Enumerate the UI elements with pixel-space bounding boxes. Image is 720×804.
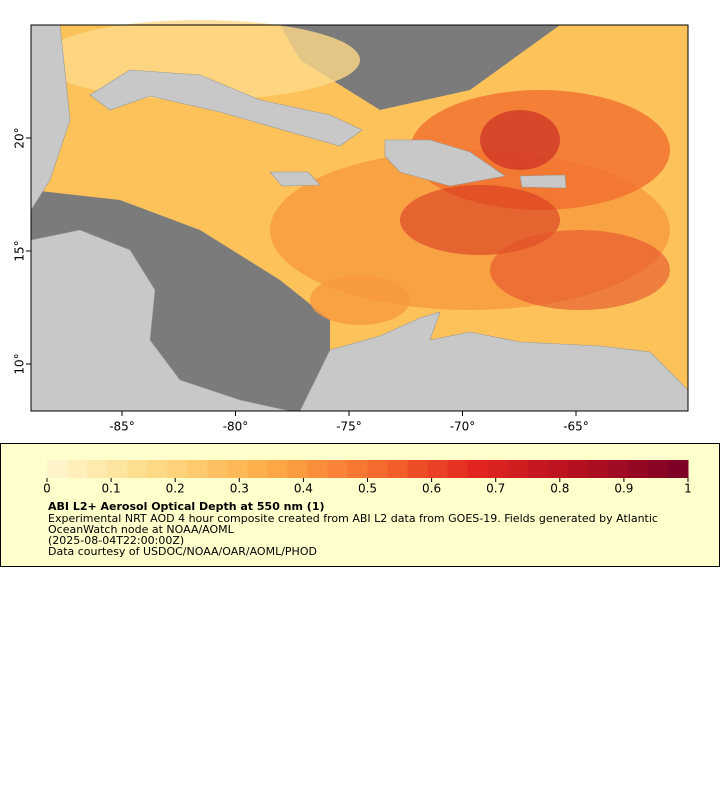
lon-tick-label: -65° — [563, 420, 589, 434]
jamaica — [269, 171, 321, 187]
legend-line: OceanWatch node at NOAA/AOML — [48, 523, 235, 536]
colorbar-swatch — [407, 460, 429, 478]
colorbar-swatch — [387, 460, 409, 478]
colorbar-swatch — [367, 460, 389, 478]
colorbar-tick-label: 0.2 — [166, 482, 185, 496]
colorbar-swatch — [467, 460, 489, 478]
colorbar-swatch — [207, 460, 228, 478]
colorbar-swatch — [587, 460, 609, 478]
lon-tick-label: -75° — [336, 420, 362, 434]
colorbar-swatch — [487, 460, 509, 478]
colorbar-swatch — [347, 460, 368, 478]
colorbar-swatch — [107, 460, 128, 478]
colorbar-swatch — [547, 460, 569, 478]
aerosol-field — [480, 110, 560, 170]
colorbar-tick-label: 0.9 — [614, 482, 633, 496]
colorbar-tick-label: 0.6 — [422, 482, 441, 496]
colorbar-tick-label: 1 — [684, 482, 692, 496]
map-frame — [30, 24, 689, 412]
colorbar-tick-label: 0 — [43, 482, 51, 496]
puerto-rico — [519, 174, 567, 189]
lat-tick-label: 15° — [13, 240, 27, 261]
lon-tick-label: -70° — [450, 420, 476, 434]
colorbar-swatch — [227, 460, 248, 478]
colorbar-tick-label: 0.4 — [294, 482, 313, 496]
lon-tick-label: -80° — [223, 420, 249, 434]
colorbar-swatch — [307, 460, 328, 478]
colorbar-swatch — [287, 460, 308, 478]
cuba — [89, 69, 363, 147]
colorbar-swatch — [267, 460, 288, 478]
aerosol-field — [310, 275, 410, 325]
colorbar-swatch — [627, 460, 649, 478]
aerosol-field — [400, 185, 560, 255]
lon-tick-label: -85° — [109, 420, 135, 434]
hispaniola — [384, 139, 506, 187]
colorbar-swatch — [667, 460, 689, 478]
map — [30, 20, 689, 412]
colorbar-tick-label: 0.8 — [550, 482, 569, 496]
colorbar-swatch — [47, 460, 68, 478]
colorbar-swatch — [247, 460, 268, 478]
legend-line: Data courtesy of USDOC/NOAA/OAR/AOML/PHO… — [48, 545, 317, 558]
colorbar-swatch — [447, 460, 469, 478]
aerosol-field — [490, 230, 670, 310]
legend-title: ABI L2+ Aerosol Optical Depth at 550 nm … — [48, 500, 325, 513]
colorbar-swatch — [607, 460, 629, 478]
colorbar-tick-label: 0.7 — [486, 482, 505, 496]
colorbar-tick-label: 0.1 — [102, 482, 121, 496]
lat-tick-label: 20° — [13, 127, 27, 148]
colorbar-swatch — [527, 460, 549, 478]
colorbar-swatch — [127, 460, 148, 478]
colorbar-swatch — [167, 460, 188, 478]
colorbar-swatch — [147, 460, 168, 478]
colorbar-swatch — [327, 460, 348, 478]
colorbar-swatch — [427, 460, 449, 478]
colorbar-tick-label: 0.5 — [358, 482, 377, 496]
colorbar-tick-label: 0.3 — [230, 482, 249, 496]
colorbar-swatch — [507, 460, 529, 478]
legend-line: (2025-08-04T22:00:00Z) — [48, 534, 184, 547]
colorbar-swatch — [647, 460, 669, 478]
colorbar-swatch — [567, 460, 589, 478]
colorbar-swatch — [187, 460, 208, 478]
legend-line: Experimental NRT AOD 4 hour composite cr… — [48, 512, 658, 525]
lat-tick-label: 10° — [13, 353, 27, 374]
colorbar-swatch — [67, 460, 88, 478]
colorbar-swatch — [87, 460, 108, 478]
land — [30, 24, 689, 412]
